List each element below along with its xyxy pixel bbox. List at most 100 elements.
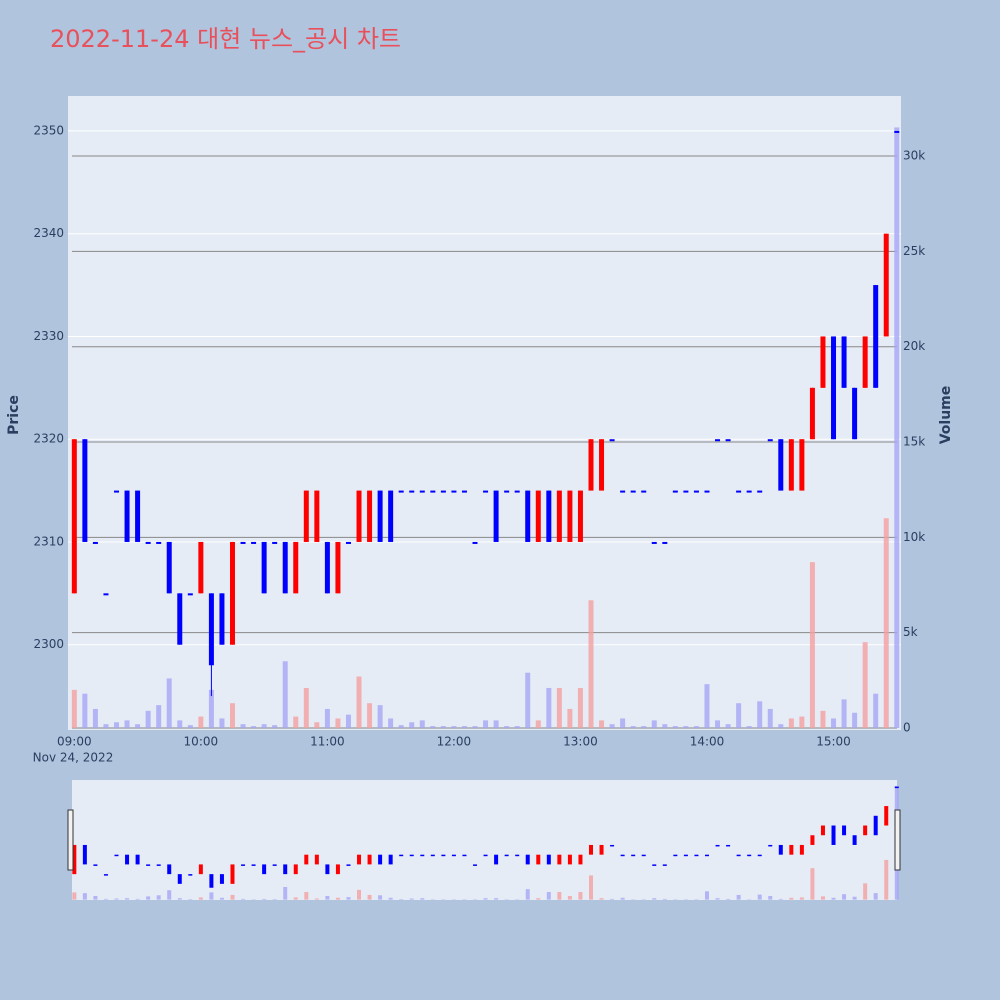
volume-bar	[662, 724, 668, 728]
slider-candle	[820, 825, 825, 836]
candle-body	[156, 541, 162, 544]
volume-bar	[156, 705, 162, 728]
volume-bar	[841, 699, 847, 728]
volume-bar	[71, 689, 77, 728]
volume-bar	[535, 720, 541, 728]
slider-candle	[873, 815, 878, 836]
candle-body	[693, 490, 699, 493]
volume-bar	[630, 726, 636, 728]
slider-candle	[420, 854, 425, 857]
slider-candle	[114, 854, 119, 857]
candle-body	[324, 541, 330, 594]
slider-volume-bar	[388, 897, 393, 900]
candle-body	[272, 541, 278, 544]
slider-handle[interactable]	[894, 809, 901, 871]
candle-body	[335, 541, 341, 594]
candle-body	[367, 490, 373, 542]
slider-candle	[662, 864, 667, 866]
y2-tick-label: 10k	[903, 530, 925, 544]
candle-body	[704, 490, 710, 493]
candle-body	[388, 490, 394, 542]
slider-volume-bar	[704, 891, 709, 900]
volume-bar	[124, 720, 130, 728]
volume-bar	[145, 710, 151, 728]
slider-candle	[799, 844, 804, 855]
candle-body	[145, 541, 151, 544]
chart-title: 2022-11-24 대현 뉴스_공시 차트	[50, 25, 401, 53]
slider-volume-bar	[546, 892, 551, 900]
y-tick-label: 2320	[33, 432, 64, 446]
x-tick-label: 15:00	[816, 735, 851, 749]
candle-body	[398, 490, 404, 493]
volume-bar	[683, 726, 689, 728]
candle-body	[525, 490, 531, 542]
slider-volume-bar	[219, 897, 224, 900]
slider-candle	[346, 864, 351, 866]
candle-body	[103, 593, 109, 596]
volume-bar	[303, 687, 309, 728]
candle-body	[240, 541, 246, 544]
volume-bar	[472, 726, 478, 728]
slider-volume-bar	[726, 898, 731, 900]
candle-body	[303, 490, 309, 542]
slider-volume-bar	[420, 898, 425, 900]
marks: 2300 2310 2320 2330 2340 2350 0 5k 10k 15k 20k 25k 3…	[33, 123, 925, 900]
slider-volume-bar	[757, 894, 762, 900]
range-slider[interactable]	[72, 780, 897, 900]
slider-volume-bar	[852, 896, 857, 900]
volume-bar	[293, 716, 299, 728]
slider-volume-bar	[557, 892, 562, 900]
candle-body	[852, 387, 858, 440]
slider-candle	[451, 854, 456, 857]
slider-candle	[610, 844, 615, 847]
candle-body	[725, 439, 731, 442]
volume-bar	[556, 687, 562, 728]
candle-body	[71, 439, 77, 594]
slider-candle	[778, 844, 783, 855]
y-tick-label: 2340	[33, 226, 64, 240]
candle-body	[135, 490, 141, 542]
slider-candle	[673, 854, 678, 857]
candle-body	[567, 490, 573, 542]
slider-candle	[93, 864, 98, 866]
candle-body	[251, 541, 257, 544]
slider-candle	[409, 854, 414, 857]
slider-volume-bar	[125, 898, 130, 900]
slider-candle	[293, 864, 298, 875]
volume-bar	[388, 718, 394, 728]
slider-candle	[72, 844, 77, 875]
volume-bar	[620, 718, 626, 728]
volume-bar	[525, 672, 531, 728]
x-tick-label: 11:00	[310, 735, 345, 749]
slider-candle	[473, 864, 478, 866]
volume-bar	[440, 726, 446, 728]
slider-volume-bar	[536, 898, 541, 900]
slider-volume-bar	[378, 895, 383, 900]
slider-volume-bar	[588, 875, 593, 900]
slider-volume-bar	[293, 897, 298, 900]
candle-body	[377, 490, 383, 542]
candle-body	[672, 490, 678, 493]
volume-bar	[609, 724, 615, 728]
candle-body	[715, 439, 721, 442]
slider-candle	[599, 844, 604, 855]
slider-handle[interactable]	[67, 809, 74, 871]
slider-volume-bar	[167, 890, 172, 900]
candle-body	[208, 593, 214, 666]
slider-candle	[557, 854, 562, 865]
slider-volume-bar	[146, 896, 151, 900]
slider-candle	[462, 854, 467, 857]
slider-candle	[230, 864, 235, 884]
volume-bar	[82, 693, 88, 728]
slider-volume-bar	[272, 899, 277, 900]
volume-bar	[852, 712, 858, 728]
volume-bar	[577, 687, 583, 728]
slider-candle	[209, 874, 214, 888]
candle-body	[683, 490, 689, 493]
slider-candle	[82, 844, 87, 865]
candle-body	[788, 439, 794, 491]
slider-volume-bar	[610, 898, 615, 900]
candle-body	[778, 439, 784, 491]
slider-candle	[156, 864, 161, 866]
slider-volume-bar	[283, 886, 288, 900]
